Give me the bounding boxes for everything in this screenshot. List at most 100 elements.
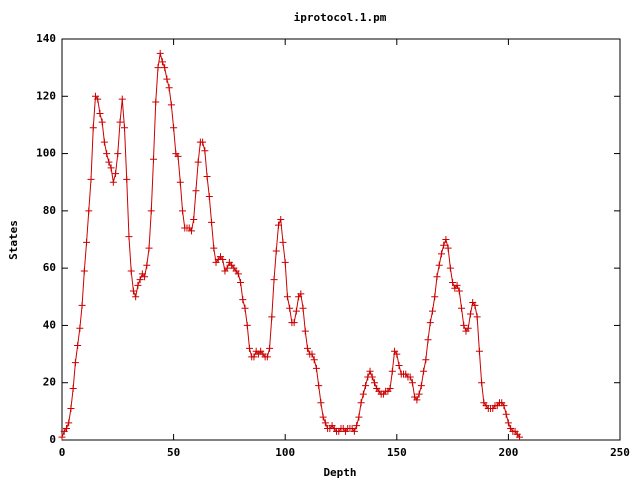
data-point (317, 399, 325, 407)
data-point (464, 324, 472, 332)
data-point (362, 382, 370, 390)
data-point (78, 301, 86, 309)
data-point (129, 287, 137, 295)
data-point (431, 293, 439, 301)
data-point (315, 382, 323, 390)
data-point (67, 404, 75, 412)
data-point (201, 147, 209, 155)
data-point (353, 422, 361, 430)
data-point (449, 278, 457, 286)
data-point (408, 379, 416, 387)
data-point (219, 256, 227, 264)
data-point (413, 396, 421, 404)
data-point (458, 304, 466, 312)
data-point (154, 64, 162, 72)
data-point (132, 293, 140, 301)
data-point (460, 321, 468, 329)
data-point (239, 296, 247, 304)
data-point (199, 138, 207, 146)
data-point (435, 261, 443, 269)
data-point (350, 427, 358, 435)
data-point (310, 356, 318, 364)
data-point (426, 319, 434, 327)
data-point (500, 402, 508, 410)
data-point (165, 84, 173, 92)
data-point (299, 304, 307, 312)
data-point (100, 138, 108, 146)
data-point (96, 109, 104, 117)
data-point (250, 353, 258, 361)
data-point (368, 373, 376, 381)
data-point (424, 336, 432, 344)
data-point (192, 187, 200, 195)
data-point (446, 264, 454, 272)
data-point (187, 227, 195, 235)
data-point (112, 170, 120, 178)
data-point (116, 118, 124, 126)
data-point (359, 390, 367, 398)
data-point (504, 419, 512, 427)
data-point (475, 347, 483, 355)
data-point (355, 413, 363, 421)
data-point (286, 304, 294, 312)
data-point (237, 278, 245, 286)
data-point (107, 164, 115, 172)
data-point (114, 150, 122, 158)
data-point (471, 301, 479, 309)
data-point (156, 49, 164, 57)
data-point (158, 58, 166, 66)
data-point (516, 433, 524, 441)
data-point (210, 244, 218, 252)
data-point (150, 155, 158, 163)
data-point (152, 98, 160, 106)
data-point (123, 175, 131, 183)
data-point (74, 341, 82, 349)
data-point (393, 350, 401, 358)
chart-title: iprotocol.1.pm (294, 11, 387, 24)
data-point (109, 178, 117, 186)
data-point (58, 433, 66, 441)
data-point (71, 359, 79, 367)
data-point (203, 172, 211, 180)
data-point (89, 124, 97, 132)
x-tick-label: 0 (59, 446, 66, 459)
data-point (277, 215, 285, 223)
data-point (125, 233, 133, 241)
data-point (243, 321, 251, 329)
data-point (241, 304, 249, 312)
data-point (143, 261, 151, 269)
data-point (319, 413, 327, 421)
data-point (388, 367, 396, 375)
data-point (234, 270, 242, 278)
data-point (478, 379, 486, 387)
data-point (170, 124, 178, 132)
data-point (62, 425, 70, 433)
data-point (272, 247, 280, 255)
data-point (208, 218, 216, 226)
plot-frame (61, 38, 621, 441)
data-point (118, 95, 126, 103)
data-point (76, 324, 84, 332)
data-point (442, 236, 450, 243)
data-point (357, 399, 365, 407)
data-point (308, 350, 316, 358)
data-point (136, 276, 144, 284)
data-point (98, 118, 106, 126)
y-tick-label: 100 (36, 147, 56, 160)
data-point (502, 410, 510, 418)
data-point (134, 281, 142, 289)
data-point (94, 95, 102, 103)
data-point (69, 384, 77, 392)
data-point (87, 175, 95, 183)
data-point (297, 290, 305, 298)
data-point (386, 384, 394, 392)
data-point (406, 373, 414, 381)
x-tick-label: 200 (498, 446, 518, 459)
data-point (83, 238, 91, 246)
data-point (304, 344, 312, 352)
data-point (453, 281, 461, 289)
data-point (301, 327, 309, 335)
data-point (194, 158, 202, 166)
data-point (120, 124, 128, 132)
